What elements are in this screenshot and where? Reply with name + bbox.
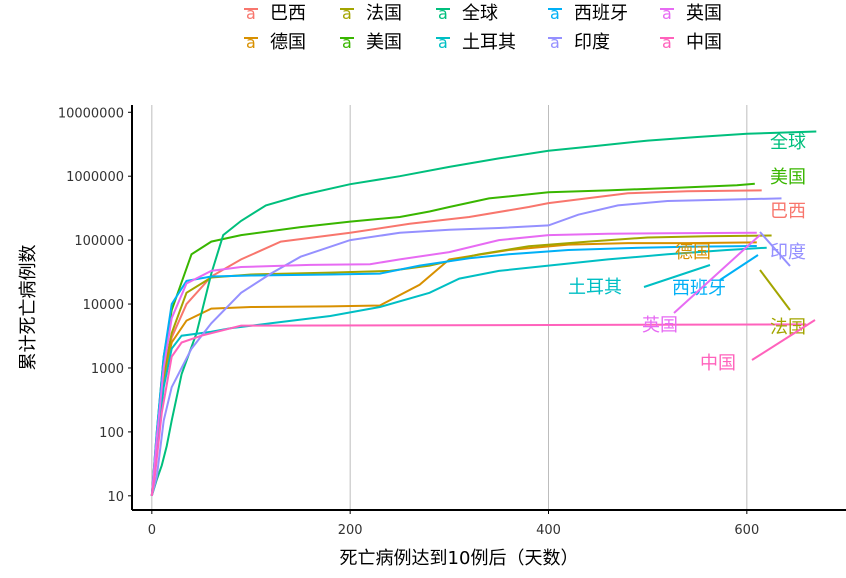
legend-label-7: 印度 <box>574 32 610 53</box>
legend-key-6: a <box>550 4 560 23</box>
legend-label-5: 土耳其 <box>462 32 516 53</box>
series-line-8 <box>150 231 757 496</box>
legend-item-6: a 西班牙 <box>548 3 628 24</box>
legend-item-5: a 土耳其 <box>436 32 516 53</box>
series-label-connector-9 <box>751 319 816 361</box>
legend-item-0: a 巴西 <box>244 3 306 24</box>
series-label-9: 中国 <box>700 353 736 374</box>
legend-label-4: 全球 <box>462 3 498 24</box>
legend-label-1: 德国 <box>270 32 306 53</box>
series-line-4 <box>150 130 817 497</box>
legend-key-9: a <box>662 33 672 52</box>
x-tick-label: 200 <box>338 523 363 538</box>
x-tick-label: 400 <box>536 523 561 538</box>
y-tick-label: 10000000 <box>58 106 124 121</box>
series-line-1 <box>150 241 757 496</box>
grid-lines <box>151 105 748 510</box>
series-label-5: 土耳其 <box>568 277 622 298</box>
legend: a 巴西 a 德国 a 法国 a 美国 a 全球 a 土耳其 a 西班牙 a 印度 a 英国 a 中国 <box>244 3 722 53</box>
y-ticks: 10 100 1000 10000 100000 1000000 10000000 <box>58 106 132 505</box>
series-line-5 <box>150 246 767 496</box>
series-label-6: 西班牙 <box>672 278 726 299</box>
legend-label-6: 西班牙 <box>574 3 628 24</box>
series-label-2: 法国 <box>770 317 806 338</box>
series-label-8: 英国 <box>642 315 678 336</box>
legend-key-0: a <box>246 4 256 23</box>
legend-label-9: 中国 <box>686 32 722 53</box>
legend-label-3: 美国 <box>366 32 402 53</box>
legend-key-1: a <box>246 33 256 52</box>
series-lines <box>150 130 817 497</box>
series-label-connector-8 <box>673 234 761 314</box>
legend-item-7: a 印度 <box>548 32 610 53</box>
y-tick-label: 10 <box>107 490 124 505</box>
legend-label-8: 英国 <box>686 3 722 24</box>
series-line-6 <box>150 245 757 496</box>
legend-key-5: a <box>438 33 448 52</box>
y-tick-label: 1000000 <box>66 170 124 185</box>
legend-item-1: a 德国 <box>244 32 306 53</box>
y-axis-title: 累计死亡病例数 <box>18 245 39 371</box>
x-tick-label: 0 <box>148 523 156 538</box>
legend-label-2: 法国 <box>366 3 402 24</box>
y-tick-label: 1000 <box>91 362 124 377</box>
series-line-9 <box>150 323 807 496</box>
legend-item-4: a 全球 <box>436 3 498 24</box>
y-tick-label: 10000 <box>83 298 124 313</box>
series-label-connector-5 <box>643 264 711 288</box>
legend-key-7: a <box>550 33 560 52</box>
series-label-7: 印度 <box>770 242 806 263</box>
series-label-connector-2 <box>759 269 791 311</box>
legend-item-8: a 英国 <box>660 3 722 24</box>
legend-item-2: a 法国 <box>340 3 402 24</box>
y-tick-label: 100000 <box>74 234 124 249</box>
legend-item-9: a 中国 <box>660 32 722 53</box>
legend-key-4: a <box>438 4 448 23</box>
legend-label-0: 巴西 <box>270 3 306 24</box>
legend-item-3: a 美国 <box>340 32 402 53</box>
x-axis-title: 死亡病例达到10例后（天数） <box>340 548 579 569</box>
series-label-0: 巴西 <box>770 201 806 222</box>
x-ticks: 0 200 400 600 <box>148 510 759 538</box>
y-tick-label: 100 <box>99 426 124 441</box>
legend-key-8: a <box>662 4 672 23</box>
legend-key-3: a <box>342 33 352 52</box>
series-label-1: 德国 <box>675 242 711 263</box>
legend-key-2: a <box>342 4 352 23</box>
series-label-3: 美国 <box>770 167 806 188</box>
series-line-7 <box>150 197 782 497</box>
series-label-connector-7 <box>759 231 791 267</box>
series-line-2 <box>150 234 772 496</box>
series-label-connector-6 <box>719 254 759 281</box>
series-label-4: 全球 <box>770 132 806 153</box>
x-tick-label: 600 <box>734 523 759 538</box>
